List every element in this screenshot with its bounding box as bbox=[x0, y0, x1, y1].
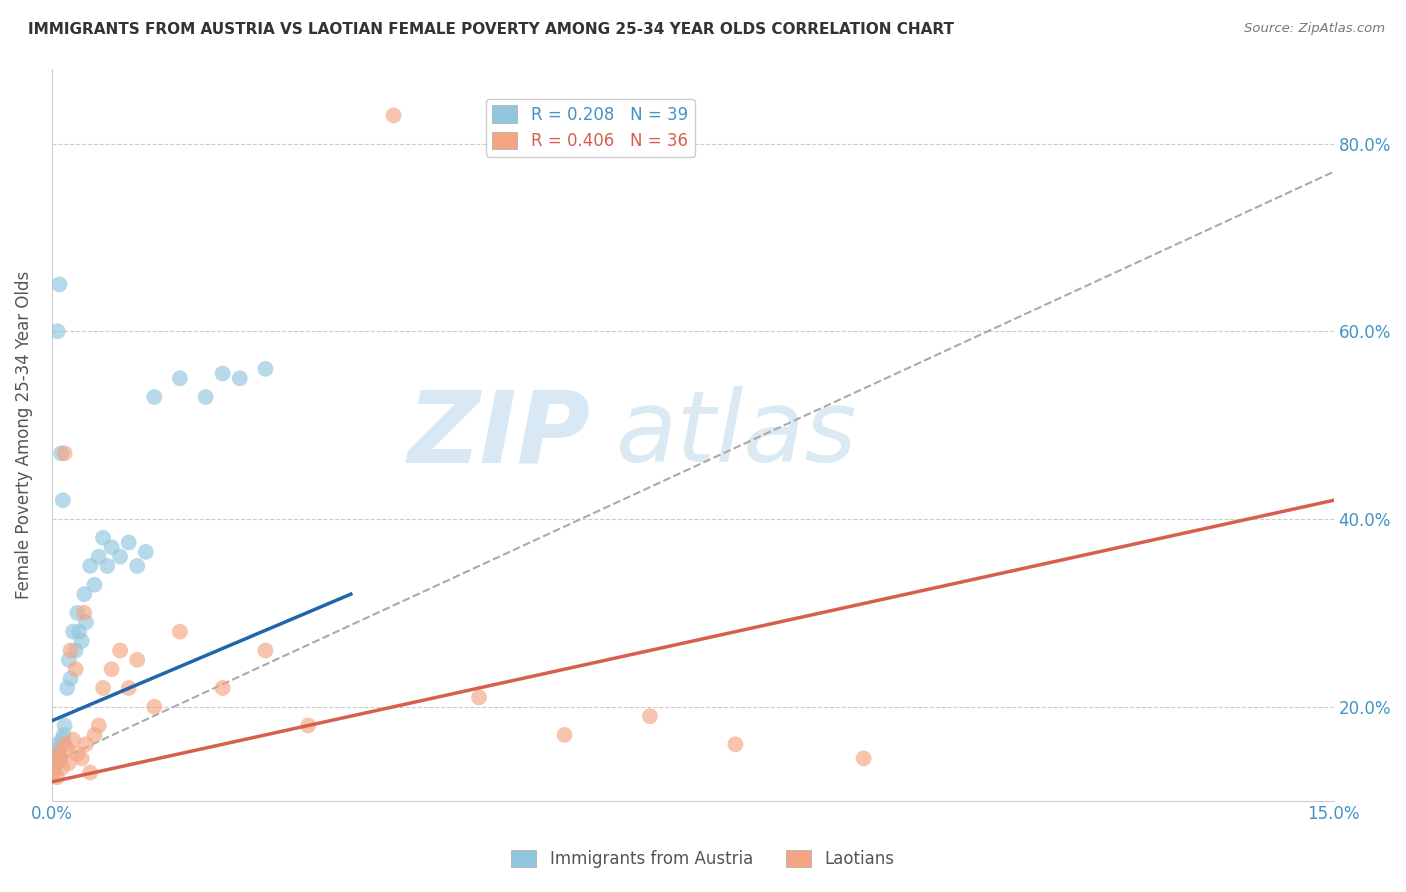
Point bbox=[42, 747, 65, 761]
Point bbox=[59, 643, 82, 657]
Point bbox=[65, 643, 87, 657]
Text: ZIP: ZIP bbox=[408, 386, 591, 483]
Point bbox=[211, 367, 233, 381]
Point bbox=[254, 362, 277, 376]
Point bbox=[48, 747, 70, 761]
Point bbox=[96, 558, 118, 573]
Point bbox=[52, 493, 75, 508]
Point bbox=[44, 756, 66, 770]
Point bbox=[852, 751, 875, 765]
Point bbox=[382, 108, 405, 122]
Point bbox=[45, 756, 67, 770]
Point bbox=[70, 634, 93, 648]
Point bbox=[135, 545, 157, 559]
Point bbox=[49, 751, 72, 765]
Point bbox=[118, 681, 141, 695]
Text: atlas: atlas bbox=[616, 386, 858, 483]
Legend: Immigrants from Austria, Laotians: Immigrants from Austria, Laotians bbox=[505, 843, 901, 875]
Point bbox=[45, 770, 67, 784]
Point bbox=[75, 615, 97, 630]
Text: Source: ZipAtlas.com: Source: ZipAtlas.com bbox=[1244, 22, 1385, 36]
Point bbox=[48, 742, 70, 756]
Point bbox=[143, 390, 166, 404]
Point bbox=[108, 643, 131, 657]
Point bbox=[468, 690, 491, 705]
Point bbox=[70, 751, 93, 765]
Point bbox=[73, 587, 96, 601]
Point bbox=[49, 751, 72, 765]
Point bbox=[51, 761, 73, 775]
Text: IMMIGRANTS FROM AUSTRIA VS LAOTIAN FEMALE POVERTY AMONG 25-34 YEAR OLDS CORRELAT: IMMIGRANTS FROM AUSTRIA VS LAOTIAN FEMAL… bbox=[28, 22, 955, 37]
Point bbox=[143, 699, 166, 714]
Point bbox=[45, 737, 67, 751]
Point bbox=[87, 718, 110, 732]
Point bbox=[62, 732, 84, 747]
Point bbox=[127, 558, 149, 573]
Point bbox=[79, 765, 101, 780]
Point bbox=[83, 578, 105, 592]
Point bbox=[724, 737, 747, 751]
Point bbox=[91, 681, 114, 695]
Point bbox=[211, 681, 233, 695]
Point bbox=[79, 558, 101, 573]
Point bbox=[229, 371, 252, 385]
Point bbox=[297, 718, 319, 732]
Point bbox=[169, 371, 191, 385]
Point bbox=[56, 742, 79, 756]
Point bbox=[87, 549, 110, 564]
Point bbox=[127, 653, 149, 667]
Point bbox=[73, 606, 96, 620]
Point bbox=[553, 728, 575, 742]
Point bbox=[108, 549, 131, 564]
Point bbox=[44, 761, 66, 775]
Point bbox=[51, 732, 73, 747]
Point bbox=[100, 662, 122, 676]
Point bbox=[53, 446, 76, 460]
Point bbox=[46, 324, 69, 338]
Point bbox=[58, 756, 80, 770]
Point bbox=[62, 624, 84, 639]
Legend: R = 0.208   N = 39, R = 0.406   N = 36: R = 0.208 N = 39, R = 0.406 N = 36 bbox=[485, 99, 695, 157]
Point bbox=[100, 540, 122, 554]
Point bbox=[91, 531, 114, 545]
Point bbox=[67, 624, 90, 639]
Point bbox=[66, 606, 89, 620]
Point bbox=[169, 624, 191, 639]
Point bbox=[65, 662, 87, 676]
Point bbox=[58, 653, 80, 667]
Point bbox=[48, 277, 70, 292]
Point bbox=[49, 446, 72, 460]
Point bbox=[53, 718, 76, 732]
Y-axis label: Female Poverty Among 25-34 Year Olds: Female Poverty Among 25-34 Year Olds bbox=[15, 270, 32, 599]
Point bbox=[194, 390, 217, 404]
Point bbox=[59, 672, 82, 686]
Point bbox=[53, 737, 76, 751]
Point bbox=[66, 747, 89, 761]
Point bbox=[254, 643, 277, 657]
Point bbox=[118, 535, 141, 549]
Point bbox=[42, 765, 65, 780]
Point bbox=[83, 728, 105, 742]
Point bbox=[56, 681, 79, 695]
Point bbox=[75, 737, 97, 751]
Point bbox=[638, 709, 661, 723]
Point bbox=[52, 728, 75, 742]
